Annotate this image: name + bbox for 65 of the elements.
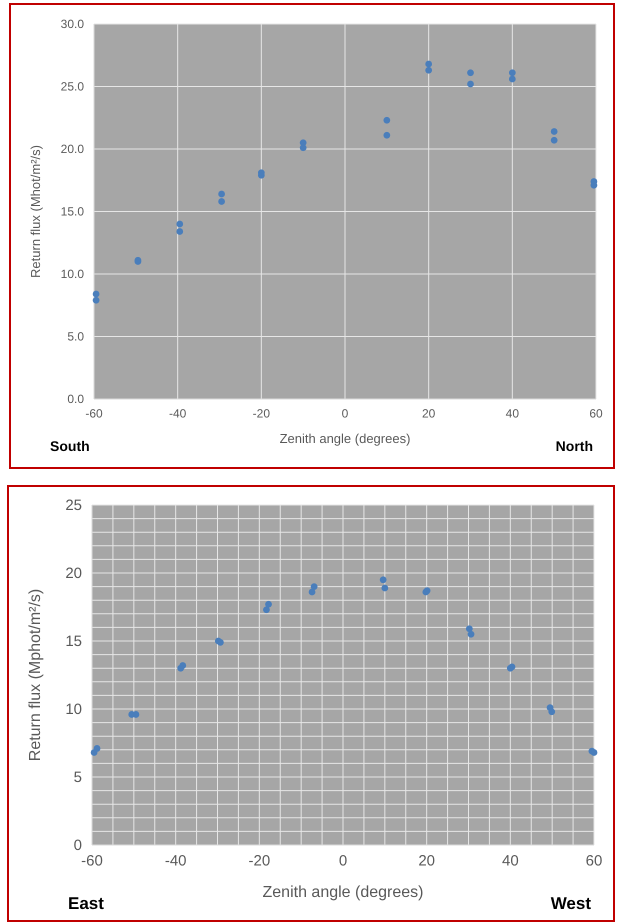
point bbox=[176, 220, 184, 228]
y-tick-label: 5 bbox=[74, 768, 82, 786]
point bbox=[508, 69, 516, 76]
point bbox=[550, 128, 558, 135]
point bbox=[265, 600, 272, 608]
x-tick-label: 40 bbox=[502, 852, 519, 870]
y-tick-label: 20 bbox=[65, 564, 82, 582]
point bbox=[508, 76, 516, 82]
y-tick-label: 15.0 bbox=[60, 204, 84, 218]
x-tick-label: -60 bbox=[81, 852, 103, 870]
point bbox=[380, 576, 387, 584]
y-axis-title: Return flux (Mhot/m²/s) bbox=[28, 145, 43, 278]
point bbox=[218, 190, 225, 198]
x-axis-title: Zenith angle (degrees) bbox=[280, 431, 410, 446]
x-tick-label: 0 bbox=[342, 406, 349, 421]
y-tick-label: 5.0 bbox=[67, 329, 84, 344]
text: West bbox=[550, 894, 592, 913]
point bbox=[381, 584, 388, 592]
point bbox=[132, 711, 140, 718]
text: South bbox=[50, 438, 90, 454]
x-tick-label: 40 bbox=[506, 406, 520, 421]
point bbox=[300, 144, 307, 152]
x-tick-label: 20 bbox=[422, 406, 436, 421]
point bbox=[425, 60, 432, 68]
x-tick-label: 60 bbox=[586, 852, 602, 870]
y-tick-label: 20.0 bbox=[60, 142, 84, 156]
point bbox=[263, 606, 270, 614]
y-tick-label: 0 bbox=[74, 836, 82, 854]
text: East bbox=[68, 894, 104, 913]
point bbox=[548, 708, 556, 716]
x-tick-label: -40 bbox=[164, 852, 187, 870]
point bbox=[179, 662, 186, 669]
y-tick-label: 10.0 bbox=[60, 266, 84, 281]
point bbox=[218, 198, 225, 205]
point bbox=[467, 80, 474, 88]
y-tick-label: 30.0 bbox=[60, 16, 84, 31]
point bbox=[466, 625, 473, 632]
y-axis-title: Return flux (Mphot/m²/s) bbox=[27, 588, 44, 762]
text: North bbox=[556, 438, 593, 454]
point bbox=[310, 583, 318, 590]
point bbox=[467, 69, 474, 76]
y-tick-label: 0.0 bbox=[67, 392, 84, 406]
x-tick-label: 0 bbox=[338, 852, 348, 870]
point bbox=[92, 296, 100, 304]
point bbox=[550, 136, 558, 144]
x-axis-title: Zenith angle (degrees) bbox=[262, 884, 424, 901]
point bbox=[94, 745, 100, 752]
x-tick-label: -20 bbox=[252, 406, 270, 421]
x-tick-label: 20 bbox=[418, 852, 436, 870]
y-tick-label: 25.0 bbox=[60, 79, 84, 94]
y-tick-label: 10 bbox=[65, 700, 82, 718]
point bbox=[383, 116, 390, 124]
y-tick-label: 25 bbox=[65, 496, 82, 514]
point bbox=[176, 228, 184, 235]
point bbox=[383, 132, 390, 139]
point bbox=[92, 290, 100, 298]
point bbox=[217, 638, 224, 646]
point bbox=[425, 66, 432, 74]
x-tick-label: -60 bbox=[85, 406, 103, 421]
y-tick-label: 15 bbox=[65, 632, 82, 650]
x-tick-label: -20 bbox=[248, 852, 270, 870]
x-tick-label: -40 bbox=[168, 406, 187, 421]
x-tick-label: 60 bbox=[589, 406, 603, 421]
point bbox=[468, 630, 474, 638]
point bbox=[308, 588, 316, 596]
